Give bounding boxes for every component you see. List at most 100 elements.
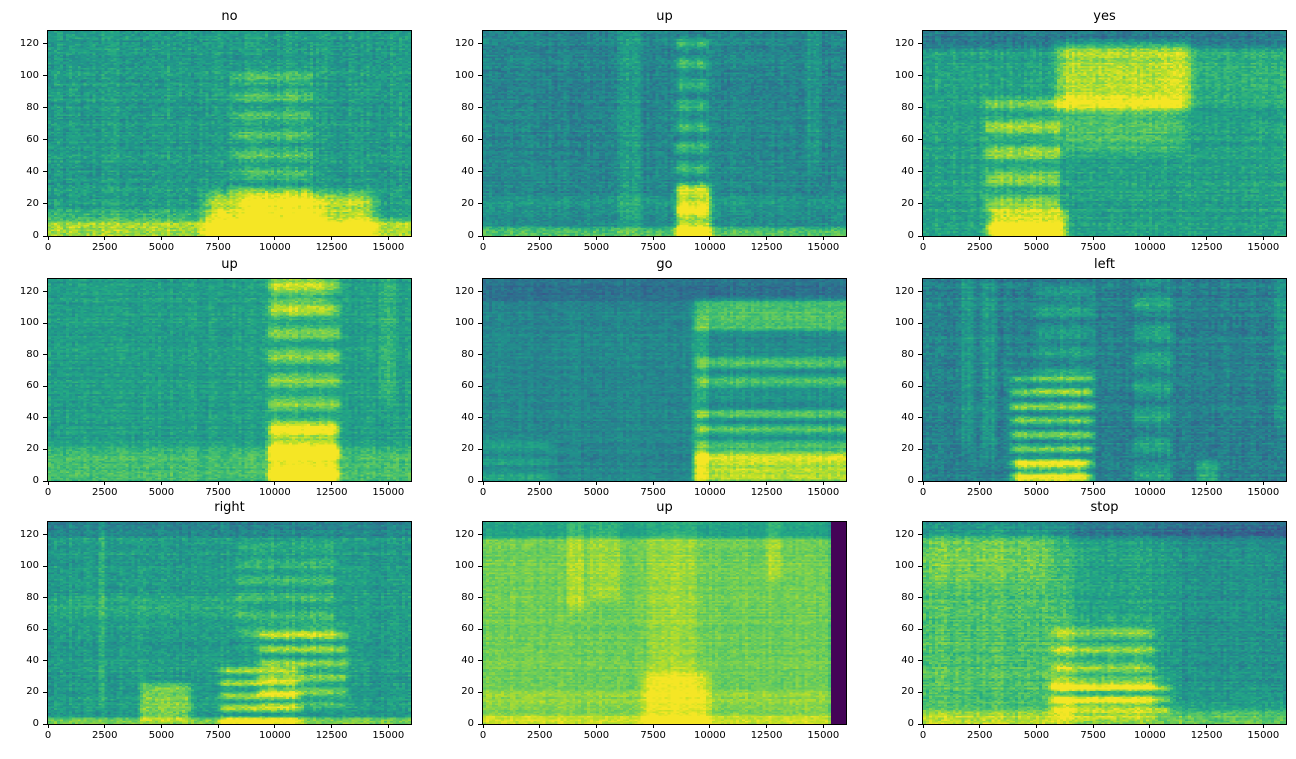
y-tick-label: 20 [901,443,914,455]
subplot-stop: stop 0 2500 5000 7500 10000 12500 15000 0 20 40 60… [895,500,1287,741]
subplot-up-3: up 0 2500 5000 7500 10000 12500 15000 0 20 40 60 80… [455,500,847,741]
x-tick-mark [1262,481,1264,485]
y-tick-label: 100 [894,317,914,329]
x-tick-mark [922,481,924,485]
y-tick-label: 0 [32,230,39,241]
y-tick-mark [918,107,922,109]
y-tick-mark [43,417,47,419]
subplot-title: up [221,257,238,272]
y-tick-label: 80 [461,348,474,360]
y-tick-label: 120 [894,285,914,297]
y-tick-mark [43,597,47,599]
subplot-title: left [1093,257,1116,272]
x-tick-label: 15000 [807,242,840,253]
y-tick-mark [478,480,482,482]
y-tick-label: 120 [894,37,914,49]
x-tick-mark [1206,236,1208,240]
x-tick-mark [1149,236,1151,240]
x-tick-label: 12500 [1190,242,1223,253]
y-tick-mark [478,597,482,599]
x-tick-mark [539,481,541,485]
y-tick-mark [43,691,47,693]
y-tick-mark [918,385,922,387]
y-tick-label: 0 [907,475,914,486]
y-tick-label: 40 [461,654,474,666]
x-tick-mark [822,236,824,240]
x-tick-mark [595,724,597,728]
y-tick-label: 0 [467,230,474,241]
subplot-up-1: up 0 2500 5000 7500 10000 12500 15000 0 20 40 60 80… [455,9,847,253]
y-tick-label: 80 [26,348,39,360]
x-tick-mark [709,724,711,728]
x-tick-mark [1206,481,1208,485]
y-tick-mark [918,723,922,725]
y-tick-mark [918,565,922,567]
x-tick-label: 12500 [750,242,783,253]
y-tick-label: 60 [26,133,39,145]
y-tick-label: 60 [26,380,39,392]
y-tick-mark [918,139,922,141]
y-tick-mark [43,322,47,324]
y-tick-label: 60 [901,623,914,635]
y-tick-mark [478,448,482,450]
y-tick-label: 40 [461,165,474,177]
subplot-title: stop [1090,500,1119,515]
y-tick-mark [918,660,922,662]
x-tick-mark [1206,724,1208,728]
y-tick-label: 80 [901,101,914,113]
x-tick-label: 10000 [693,730,726,741]
x-tick-mark [160,481,162,485]
x-tick-mark [1035,724,1037,728]
subplot-title: up [656,9,673,24]
x-tick-label: 2500 [526,730,553,741]
subplot-title: yes [1093,9,1116,24]
x-tick-label: 15000 [372,242,405,253]
y-tick-label: 20 [901,686,914,698]
x-tick-label: 10000 [1133,242,1166,253]
y-tick-mark [918,691,922,693]
y-tick-mark [478,691,482,693]
y-tick-label: 60 [461,623,474,635]
y-tick-label: 40 [26,165,39,177]
x-tick-mark [1035,236,1037,240]
y-tick-label: 80 [901,591,914,603]
x-tick-mark [387,236,389,240]
y-tick-label: 40 [901,654,914,666]
x-tick-mark [1149,724,1151,728]
x-tick-mark [1035,481,1037,485]
y-tick-label: 100 [19,317,39,329]
y-tick-label: 100 [19,69,39,81]
y-tick-label: 60 [461,133,474,145]
y-tick-mark [918,75,922,77]
x-tick-mark [482,236,484,240]
x-tick-mark [331,236,333,240]
x-tick-mark [979,724,981,728]
y-tick-mark [43,354,47,356]
x-tick-mark [822,724,824,728]
x-tick-mark [595,481,597,485]
y-tick-mark [478,628,482,630]
y-tick-mark [478,171,482,173]
x-tick-mark [922,724,924,728]
x-tick-label: 0 [44,242,52,253]
subplot-right: right 0 2500 5000 7500 10000 12500 15000 0 20 40 6… [20,500,412,741]
y-tick-label: 120 [454,285,474,297]
x-tick-mark [387,481,389,485]
y-tick-label: 100 [454,69,474,81]
subplot-title: up [656,500,673,515]
y-tick-label: 0 [467,718,474,729]
x-tick-label: 7500 [1080,730,1106,741]
x-tick-label: 2500 [526,242,553,253]
x-tick-mark [979,236,981,240]
y-tick-label: 120 [454,37,474,49]
y-tick-label: 20 [461,686,474,698]
y-tick-mark [918,322,922,324]
subplot-yes: yes 0 2500 5000 7500 10000 12500 15000 0 20 40 60 8… [895,9,1287,253]
x-tick-label: 2500 [91,242,118,253]
y-tick-mark [478,43,482,45]
x-tick-label: 7500 [205,730,231,741]
subplot-up-2: up 0 2500 5000 7500 10000 12500 15000 0 20 40 60 80… [20,257,412,498]
spectrogram-image [483,279,846,481]
x-tick-mark [47,481,49,485]
y-tick-mark [43,235,47,237]
